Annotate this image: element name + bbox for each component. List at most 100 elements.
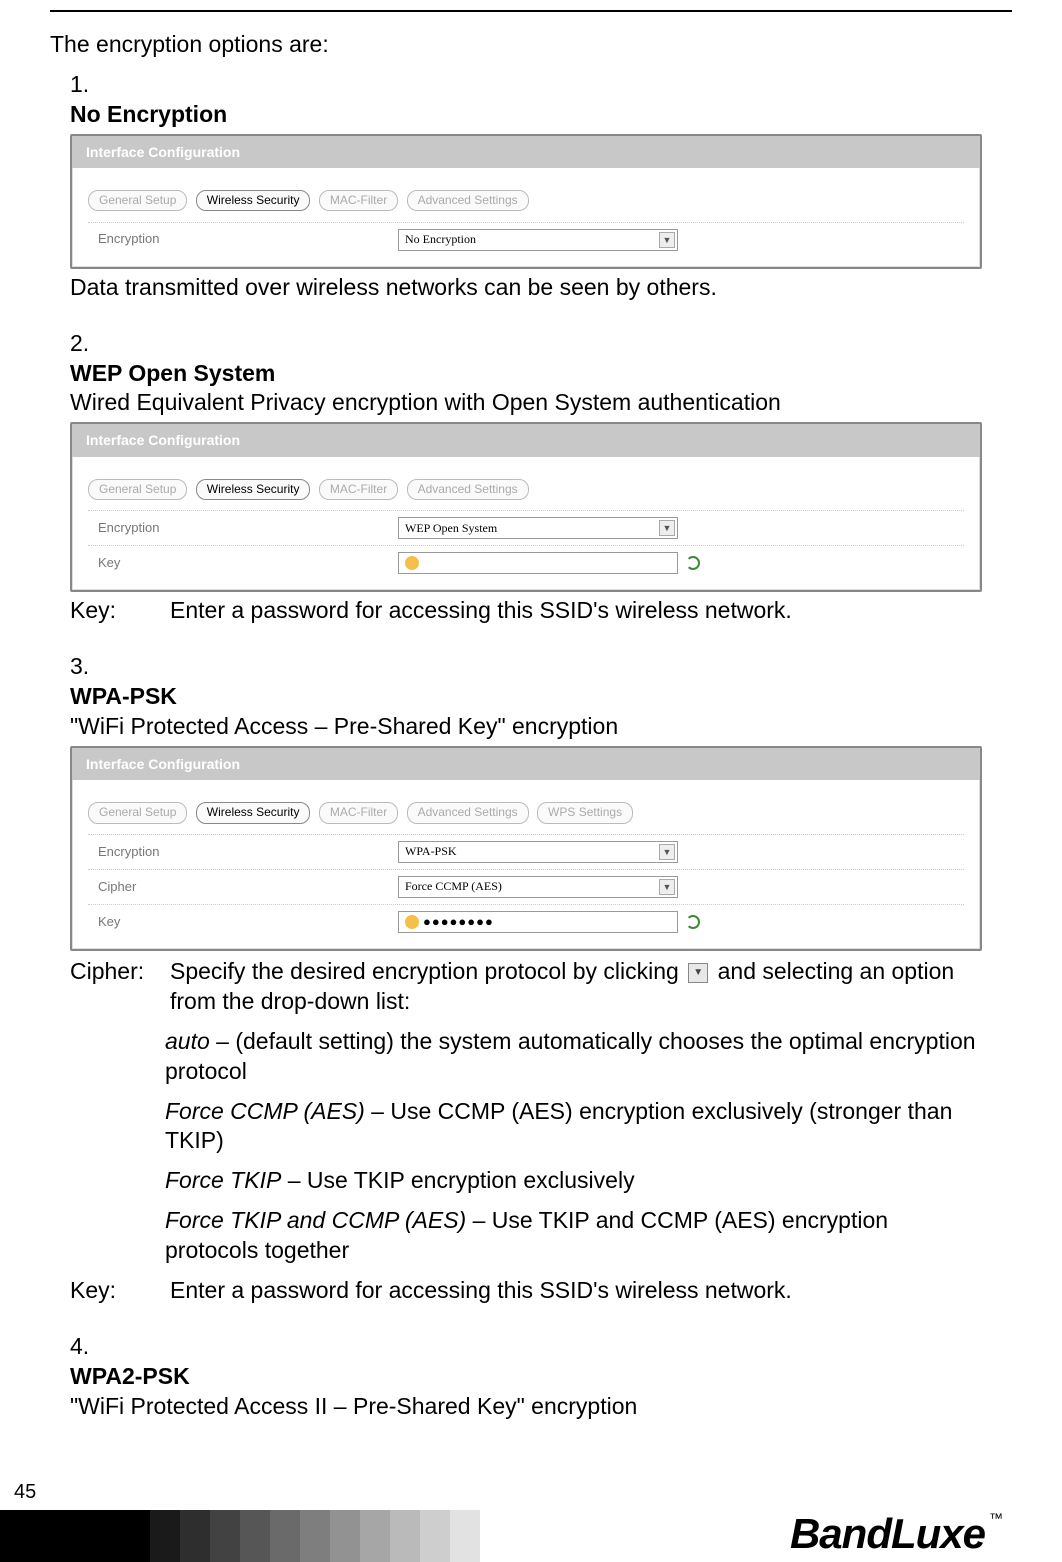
def-text: Enter a password for accessing this SSID… xyxy=(170,596,982,626)
tabs-row: General Setup Wireless Security MAC-Filt… xyxy=(88,471,964,501)
cipher-option-ccmp: Force CCMP (AES) – Use CCMP (AES) encryp… xyxy=(165,1097,982,1157)
tabs-row: General Setup Wireless Security MAC-Filt… xyxy=(88,794,964,824)
gradient-block xyxy=(450,1510,480,1562)
option-wpa-psk: 3. WPA-PSK "WiFi Protected Access – Pre-… xyxy=(70,652,1012,1306)
option-wpa2-psk: 4. WPA2-PSK "WiFi Protected Access II – … xyxy=(70,1332,1012,1422)
tab-general-setup[interactable]: General Setup xyxy=(88,802,187,824)
option-title: No Encryption xyxy=(70,100,982,130)
key-definition: Key: Enter a password for accessing this… xyxy=(70,596,982,626)
gradient-block xyxy=(420,1510,450,1562)
encryption-label: Encryption xyxy=(98,844,398,861)
gradient-block xyxy=(0,1510,30,1562)
tab-wps-settings[interactable]: WPS Settings xyxy=(537,802,633,824)
def-text: Specify the desired encryption protocol … xyxy=(170,957,982,1017)
intro-text: The encryption options are: xyxy=(50,30,1012,60)
gradient-block xyxy=(210,1510,240,1562)
key-label: Key xyxy=(98,555,398,572)
cipher-definition: Cipher: Specify the desired encryption p… xyxy=(70,957,982,1017)
cipher-dropdown[interactable]: Force CCMP (AES) ▼ xyxy=(398,876,678,898)
key-input[interactable] xyxy=(398,552,678,574)
list-number: 4. xyxy=(70,1332,96,1362)
cipher-options-list: auto – (default setting) the system auto… xyxy=(165,1027,982,1266)
encryption-label: Encryption xyxy=(98,231,398,248)
tab-advanced-settings[interactable]: Advanced Settings xyxy=(407,479,529,501)
tabs-row: General Setup Wireless Security MAC-Filt… xyxy=(88,182,964,212)
chevron-down-icon: ▼ xyxy=(688,963,708,983)
option-title: WPA-PSK xyxy=(70,682,982,712)
gradient-block xyxy=(270,1510,300,1562)
key-row: Key xyxy=(88,545,964,580)
gradient-block xyxy=(120,1510,150,1562)
refresh-icon[interactable] xyxy=(686,915,700,929)
option-subtitle: Wired Equivalent Privacy encryption with… xyxy=(70,388,982,418)
gradient-block xyxy=(240,1510,270,1562)
config-panel-screenshot: Interface Configuration General Setup Wi… xyxy=(70,134,982,269)
key-label: Key xyxy=(98,914,398,931)
tab-mac-filter[interactable]: MAC-Filter xyxy=(319,190,398,212)
cipher-row: Cipher Force CCMP (AES) ▼ xyxy=(88,869,964,904)
tab-advanced-settings[interactable]: Advanced Settings xyxy=(407,190,529,212)
key-input[interactable]: ●●●●●●●● xyxy=(398,911,678,933)
encryption-dropdown[interactable]: WPA-PSK ▼ xyxy=(398,841,678,863)
encryption-dropdown[interactable]: WEP Open System ▼ xyxy=(398,517,678,539)
tab-mac-filter[interactable]: MAC-Filter xyxy=(319,479,398,501)
key-definition: Key: Enter a password for accessing this… xyxy=(70,1276,982,1306)
tab-wireless-security[interactable]: Wireless Security xyxy=(196,802,311,824)
option-subtitle: "WiFi Protected Access – Pre-Shared Key"… xyxy=(70,712,982,742)
def-label: Cipher: xyxy=(70,957,170,1017)
chevron-down-icon: ▼ xyxy=(659,520,675,536)
key-icon xyxy=(405,556,419,570)
config-panel-screenshot: Interface Configuration General Setup Wi… xyxy=(70,746,982,951)
def-text: Enter a password for accessing this SSID… xyxy=(170,1276,982,1306)
gradient-block xyxy=(390,1510,420,1562)
encryption-row: Encryption WEP Open System ▼ xyxy=(88,510,964,545)
tab-mac-filter[interactable]: MAC-Filter xyxy=(319,802,398,824)
encryption-options-list: 1. No Encryption Interface Configuration… xyxy=(70,70,1012,1422)
cipher-option-both: Force TKIP and CCMP (AES) – Use TKIP and… xyxy=(165,1206,982,1266)
page-number: 45 xyxy=(14,1481,36,1504)
encryption-row: Encryption No Encryption ▼ xyxy=(88,222,964,257)
encryption-dropdown[interactable]: No Encryption ▼ xyxy=(398,229,678,251)
dropdown-value: WPA-PSK xyxy=(405,844,457,860)
gradient-block xyxy=(30,1510,60,1562)
tab-wireless-security[interactable]: Wireless Security xyxy=(196,190,311,212)
chevron-down-icon: ▼ xyxy=(659,879,675,895)
gradient-block xyxy=(150,1510,180,1562)
brand-logo: BandLuxe™ xyxy=(790,1510,1002,1558)
key-value-masked: ●●●●●●●● xyxy=(423,914,494,931)
option-no-encryption: 1. No Encryption Interface Configuration… xyxy=(70,70,1012,303)
config-panel-screenshot: Interface Configuration General Setup Wi… xyxy=(70,422,982,592)
gradient-block xyxy=(300,1510,330,1562)
chevron-down-icon: ▼ xyxy=(659,232,675,248)
dropdown-value: No Encryption xyxy=(405,232,476,248)
panel-title: Interface Configuration xyxy=(72,136,980,168)
tab-wireless-security[interactable]: Wireless Security xyxy=(196,479,311,501)
panel-title: Interface Configuration xyxy=(72,748,980,780)
option-title: WEP Open System xyxy=(70,359,982,389)
dropdown-value: WEP Open System xyxy=(405,521,497,537)
trademark-symbol: ™ xyxy=(989,1510,1002,1526)
option-title: WPA2-PSK xyxy=(70,1362,982,1392)
option-subtitle: "WiFi Protected Access II – Pre-Shared K… xyxy=(70,1392,982,1422)
refresh-icon[interactable] xyxy=(686,556,700,570)
dropdown-value: Force CCMP (AES) xyxy=(405,879,502,895)
tab-advanced-settings[interactable]: Advanced Settings xyxy=(407,802,529,824)
cipher-option-auto: auto – (default setting) the system auto… xyxy=(165,1027,982,1087)
gradient-block xyxy=(180,1510,210,1562)
encryption-label: Encryption xyxy=(98,520,398,537)
chevron-down-icon: ▼ xyxy=(659,844,675,860)
list-number: 2. xyxy=(70,329,96,359)
tab-general-setup[interactable]: General Setup xyxy=(88,190,187,212)
gradient-block xyxy=(330,1510,360,1562)
gradient-block xyxy=(60,1510,90,1562)
option-description: Data transmitted over wireless networks … xyxy=(70,273,982,303)
list-number: 3. xyxy=(70,652,96,682)
page-content: The encryption options are: 1. No Encryp… xyxy=(0,12,1062,1422)
tab-general-setup[interactable]: General Setup xyxy=(88,479,187,501)
cipher-option-tkip: Force TKIP – Use TKIP encryption exclusi… xyxy=(165,1166,982,1196)
def-label: Key: xyxy=(70,1276,170,1306)
key-row: Key ●●●●●●●● xyxy=(88,904,964,939)
gradient-block xyxy=(360,1510,390,1562)
option-wep-open-system: 2. WEP Open System Wired Equivalent Priv… xyxy=(70,329,1012,627)
list-number: 1. xyxy=(70,70,96,100)
